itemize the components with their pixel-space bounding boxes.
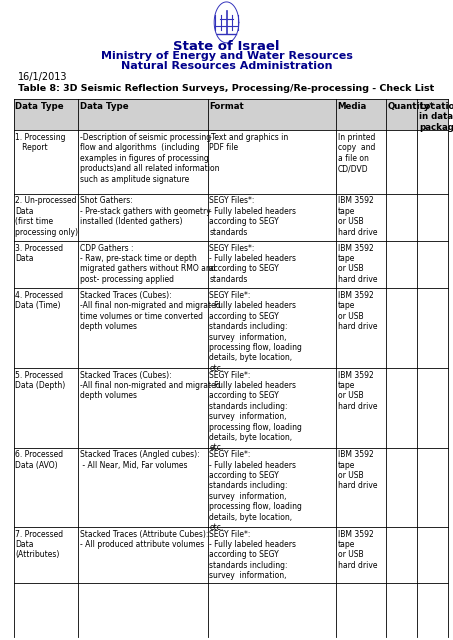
Bar <box>14 527 448 583</box>
Text: IBM 3592
tape
or USB
hard drive: IBM 3592 tape or USB hard drive <box>337 371 377 411</box>
Bar <box>14 194 448 241</box>
Text: 16/1/2013: 16/1/2013 <box>18 72 67 82</box>
Text: SEGY Files*:
- Fully labeled headers
according to SEGY
standards: SEGY Files*: - Fully labeled headers acc… <box>209 244 296 284</box>
Text: Media: Media <box>337 102 367 111</box>
Text: IBM 3592
tape
or USB
hard drive: IBM 3592 tape or USB hard drive <box>337 244 377 284</box>
Text: IBM 3592
tape
or USB
hard drive: IBM 3592 tape or USB hard drive <box>337 291 377 331</box>
Bar <box>14 241 448 289</box>
Text: SEGY File*:
- Fully labeled headers
according to SEGY
standards including:
surve: SEGY File*: - Fully labeled headers acco… <box>209 530 296 580</box>
Text: Data Type: Data Type <box>15 102 64 111</box>
Bar <box>14 99 448 131</box>
Text: SEGY File*:
- Fully labeled headers
according to SEGY
standards including:
surve: SEGY File*: - Fully labeled headers acco… <box>209 450 302 532</box>
Text: In printed
copy  and
a file on
CD/DVD: In printed copy and a file on CD/DVD <box>337 133 375 173</box>
Text: Ministry of Energy and Water Resources: Ministry of Energy and Water Resources <box>101 51 352 61</box>
Text: Stacked Traces (Cubes):
-All final non-migrated and migrated
depth volumes: Stacked Traces (Cubes): -All final non-m… <box>80 371 221 401</box>
Bar <box>14 368 448 447</box>
Text: 6. Processed
Data (AVO): 6. Processed Data (AVO) <box>15 450 63 470</box>
Bar <box>14 131 448 194</box>
Text: IBM 3592
tape
or USB
hard drive: IBM 3592 tape or USB hard drive <box>337 530 377 570</box>
Text: SEGY File*:
- Fully labeled headers
according to SEGY
standards including:
surve: SEGY File*: - Fully labeled headers acco… <box>209 291 302 372</box>
Text: Table 8: 3D Seismic Reflection Surveys, Processing/Re-processing - Check List: Table 8: 3D Seismic Reflection Surveys, … <box>18 84 434 93</box>
Text: Location
in data
package*: Location in data package* <box>419 102 453 132</box>
Bar <box>14 447 448 527</box>
Text: Natural Resources Administration: Natural Resources Administration <box>121 61 332 71</box>
Text: Quantity*: Quantity* <box>388 102 434 111</box>
Text: State of Israel: State of Israel <box>173 40 280 52</box>
Text: Format: Format <box>209 102 244 111</box>
Text: SEGY Files*:
- Fully labeled headers
according to SEGY
standards: SEGY Files*: - Fully labeled headers acc… <box>209 196 296 237</box>
Text: 1. Processing
   Report: 1. Processing Report <box>15 133 66 152</box>
Text: 5. Processed
Data (Depth): 5. Processed Data (Depth) <box>15 371 66 390</box>
Text: Stacked Traces (Attribute Cubes):
- All produced attribute volumes: Stacked Traces (Attribute Cubes): - All … <box>80 530 208 549</box>
Text: 3. Processed
Data: 3. Processed Data <box>15 244 63 263</box>
Text: Stacked Traces (Angled cubes):
 - All Near, Mid, Far volumes: Stacked Traces (Angled cubes): - All Nea… <box>80 450 199 470</box>
Bar <box>14 289 448 368</box>
Text: SEGY File*:
- Fully labeled headers
according to SEGY
standards including:
surve: SEGY File*: - Fully labeled headers acco… <box>209 371 302 452</box>
Text: Shot Gathers:
- Pre-stack gathers with geometry
installed (Idented gathers): Shot Gathers: - Pre-stack gathers with g… <box>80 196 211 226</box>
Text: 4. Processed
Data (Time): 4. Processed Data (Time) <box>15 291 63 310</box>
Text: IBM 3592
tape
or USB
hard drive: IBM 3592 tape or USB hard drive <box>337 196 377 237</box>
Text: Data Type: Data Type <box>80 102 128 111</box>
Text: -Description of seismic processing
flow and algorithms  (including
examples in f: -Description of seismic processing flow … <box>80 133 219 184</box>
Text: 2. Un-processed
Data
(first time
processing only): 2. Un-processed Data (first time process… <box>15 196 78 237</box>
Text: -Text and graphics in
PDF file: -Text and graphics in PDF file <box>209 133 289 152</box>
Text: 7. Processed
Data
(Attributes): 7. Processed Data (Attributes) <box>15 530 63 559</box>
Text: CDP Gathers :
- Raw, pre-stack time or depth
migrated gathers without RMO and
po: CDP Gathers : - Raw, pre-stack time or d… <box>80 244 215 284</box>
Text: Stacked Traces (Cubes):
-All final non-migrated and migrated
time volumes or tim: Stacked Traces (Cubes): -All final non-m… <box>80 291 221 331</box>
Text: IBM 3592
tape
or USB
hard drive: IBM 3592 tape or USB hard drive <box>337 450 377 490</box>
